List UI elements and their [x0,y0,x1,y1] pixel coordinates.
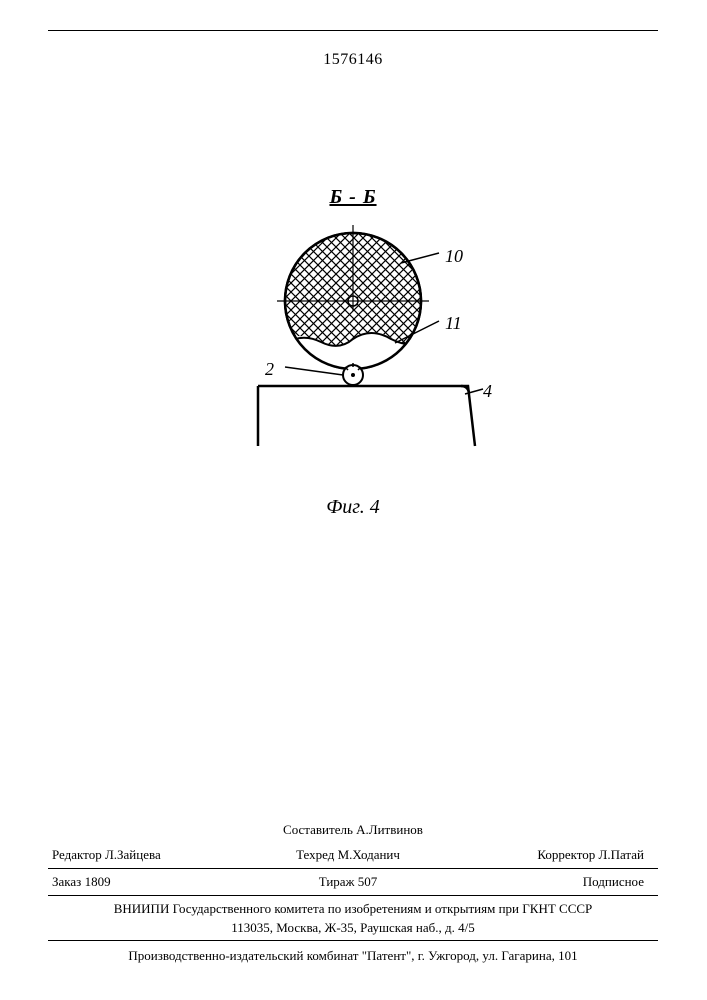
ref-11: 11 [445,313,462,334]
corrector-name: Л.Патай [599,847,644,862]
footer-block: Составитель А.Литвинов Редактор Л.Зайцев… [48,817,658,971]
techred-cell: Техред М.Ходанич [249,846,446,864]
footer-compiler-row: Составитель А.Литвинов [48,817,658,842]
techred-name: М.Ходанич [338,847,400,862]
corrector-label: Корректор [537,847,595,862]
compiler-name: А.Литвинов [356,822,423,837]
subscription-text: Подписное [583,874,644,889]
patent-number: 1576146 [323,51,383,69]
compiler-label: Составитель [283,822,353,837]
editor-label: Редактор [52,847,102,862]
footer-order-row: Заказ 1809 Тираж 507 Подписное [48,868,658,895]
tirazh-label: Тираж [319,874,355,889]
footer-credits-row: Редактор Л.Зайцева Техред М.Ходанич Корр… [48,842,658,868]
printer-text: Производственно-издательский комбинат "П… [128,948,577,963]
footer-org-block: ВНИИПИ Государственного комитета по изоб… [48,895,658,939]
order-number: 1809 [85,874,111,889]
order-cell: Заказ 1809 [52,873,249,891]
subscription-cell: Подписное [447,873,654,891]
section-label: Б - Б [329,186,376,209]
editor-name: Л.Зайцева [105,847,161,862]
corrector-cell: Корректор Л.Патай [447,846,654,864]
ref-10: 10 [445,246,463,267]
techred-label: Техред [296,847,334,862]
figure-caption: Фиг. 4 [326,496,380,519]
order-label: Заказ [52,874,81,889]
ref-4: 4 [483,381,492,402]
tirazh-number: 507 [358,874,378,889]
ref-2: 2 [265,359,274,380]
footer-printer-row: Производственно-издательский комбинат "П… [48,940,658,971]
page-frame: 1576146 Б - Б [48,30,658,971]
org-line-2: 113035, Москва, Ж-35, Раушская наб., д. … [48,919,658,937]
org-line-1: ВНИИПИ Государственного комитета по изоб… [48,900,658,918]
figure-4: 10 11 2 4 [183,211,523,491]
tirazh-cell: Тираж 507 [249,873,446,891]
editor-cell: Редактор Л.Зайцева [52,846,249,864]
